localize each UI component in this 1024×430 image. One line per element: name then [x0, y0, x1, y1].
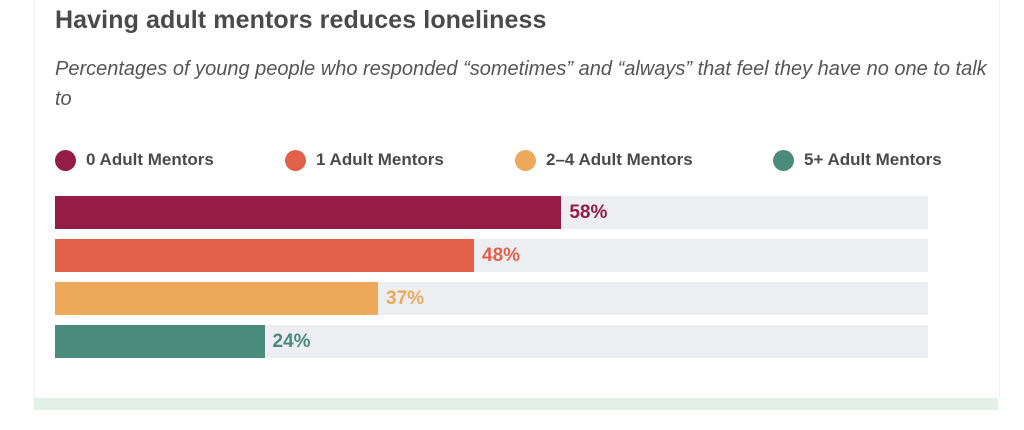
bar-value-label: 24%: [272, 331, 311, 352]
chart-title: Having adult mentors reduces loneliness: [55, 6, 547, 34]
legend-item: 5+ Adult Mentors: [773, 146, 942, 174]
chart-subtitle: Percentages of young people who responde…: [55, 58, 987, 110]
bar: [55, 196, 562, 229]
legend-label: 5+ Adult Mentors: [804, 150, 942, 169]
bar: [55, 239, 475, 272]
legend-label: 2–4 Adult Mentors: [546, 150, 693, 169]
bar: [55, 282, 378, 315]
legend-item: 0 Adult Mentors: [55, 146, 214, 174]
bar-track: 48%: [55, 239, 928, 272]
footer-strip: [34, 398, 998, 410]
bar-value-label: 58%: [569, 202, 608, 223]
legend-swatch: [285, 149, 306, 171]
legend-item: 1 Adult Mentors: [285, 146, 444, 174]
legend-item: 2–4 Adult Mentors: [515, 146, 693, 174]
bar-chart: 58% 48% 37% 24%: [55, 196, 928, 362]
bar-track: 37%: [55, 282, 928, 315]
bar-track: 24%: [55, 325, 928, 358]
bar: [55, 325, 265, 358]
legend-label: 1 Adult Mentors: [316, 150, 444, 169]
bar-value-label: 37%: [386, 288, 425, 309]
bar-value-label: 48%: [482, 245, 521, 266]
bar-track: 58%: [55, 196, 928, 229]
chart-legend: 0 Adult Mentors 1 Adult Mentors 2–4 Adult …: [55, 146, 985, 174]
legend-swatch: [773, 149, 794, 171]
legend-swatch: [515, 149, 536, 171]
legend-swatch: [55, 149, 76, 171]
legend-label: 0 Adult Mentors: [86, 150, 214, 169]
